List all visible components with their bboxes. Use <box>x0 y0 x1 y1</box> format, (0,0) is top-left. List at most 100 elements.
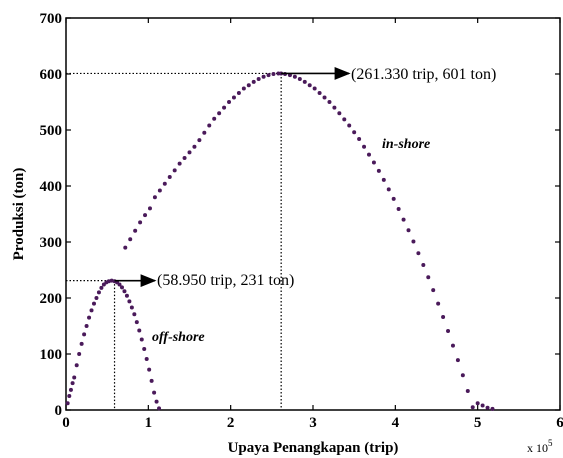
in-shore-point <box>172 168 177 173</box>
in-shore-point <box>177 161 182 166</box>
y-tick-label: 200 <box>40 291 63 307</box>
off-shore-point <box>139 337 144 342</box>
in-shore-point <box>261 74 266 79</box>
off-shore-point <box>154 399 159 404</box>
off-shore-point <box>152 390 157 395</box>
x-axis-title: Upaya Penangkapan (trip) <box>228 440 399 456</box>
off-shore-point <box>149 378 154 383</box>
in-shore-point <box>436 301 441 306</box>
in-shore-point <box>421 262 426 267</box>
in-shore-point <box>431 288 436 293</box>
in-shore-point <box>133 228 138 233</box>
off-shore-point <box>142 346 147 351</box>
in-shore-point <box>411 239 416 244</box>
off-shore-point <box>122 289 127 294</box>
y-tick-label: 500 <box>40 123 63 139</box>
in-shore-point <box>312 86 317 91</box>
in-shore-point <box>279 71 284 76</box>
off-shore-point <box>132 312 137 317</box>
in-shore-point <box>297 77 302 82</box>
off-shore-point <box>67 394 72 398</box>
x-tick-label: 1 <box>145 415 153 431</box>
in-shore-point <box>292 74 297 79</box>
x-tick-label: 3 <box>309 415 317 431</box>
y-tick-label: 300 <box>40 235 63 251</box>
guide-lines <box>66 72 282 410</box>
in-shore-point <box>147 206 152 211</box>
x-tick-label: 5 <box>474 415 482 431</box>
in-shore-point <box>455 358 460 363</box>
off-shore-point <box>84 324 89 328</box>
in-shore-point <box>302 79 307 84</box>
x-tick-label: 6 <box>556 415 563 431</box>
in-shore-point <box>416 251 421 256</box>
off-shore-point <box>99 285 104 290</box>
in-shore-point <box>366 152 371 157</box>
in-shore-point <box>227 100 232 104</box>
in-shore-point <box>327 100 332 104</box>
off-shore-point <box>68 387 73 392</box>
off-shore-point <box>124 293 129 298</box>
plot-area <box>65 17 561 411</box>
x-tick-label: 0 <box>62 415 70 431</box>
y-tick-label: 700 <box>40 11 63 27</box>
y-tick-label: 100 <box>40 347 63 363</box>
off-shore-point <box>144 357 149 362</box>
in-shore-point <box>202 130 207 135</box>
in-shore-point <box>266 73 271 78</box>
in-shore-point <box>123 245 128 250</box>
y-tick-label: 0 <box>55 403 63 419</box>
in-shore-point <box>386 187 391 192</box>
in-shore-point <box>347 123 352 128</box>
in-shore-point <box>441 315 446 320</box>
in-shore-point <box>192 144 197 149</box>
in-shore-point <box>207 123 212 128</box>
x-scale-label: x 105 <box>527 438 553 455</box>
in-shore-point <box>362 144 367 149</box>
in-shore-point <box>470 405 475 410</box>
in-shore-point <box>396 206 401 211</box>
x-tick-label: 4 <box>392 415 400 431</box>
in-shore-point <box>152 195 157 200</box>
in-shore-point <box>187 150 192 155</box>
in-shore-point <box>231 95 236 100</box>
in-shore-point <box>162 181 167 186</box>
x-axis-ticks: 0 1 2 3 4 5 6 <box>62 18 563 431</box>
off-shore-point <box>129 305 134 310</box>
in-shore-point <box>182 156 187 160</box>
in-shore-point <box>460 373 465 378</box>
off-shore-point <box>96 290 101 295</box>
x-tick-label: 2 <box>227 415 235 431</box>
off-shore-point <box>117 282 122 287</box>
in-shore-point <box>128 237 133 242</box>
off-shore-point <box>91 301 96 306</box>
off-shore-point <box>157 406 162 411</box>
data-points <box>65 71 495 411</box>
annotation-in-shore-max: (261.330 trip, 601 ton) <box>351 66 496 83</box>
off-shore-point <box>72 375 77 380</box>
in-shore-point <box>332 105 337 110</box>
in-shore-point <box>307 83 312 88</box>
in-shore-point <box>167 175 172 180</box>
series-label-in-shore: in-shore <box>382 137 430 152</box>
series-label-off-shore: off-shore <box>152 330 205 345</box>
off-shore-point <box>65 401 70 406</box>
in-shore-point <box>381 177 386 182</box>
in-shore-point <box>271 72 276 76</box>
in-shore-point <box>217 111 222 116</box>
off-shore-point <box>87 315 92 320</box>
off-shore-point <box>137 328 142 333</box>
off-shore-point <box>79 341 84 346</box>
off-shore-point <box>94 296 99 300</box>
in-shore-point <box>342 117 347 122</box>
off-shore-point <box>119 285 124 290</box>
y-tick-label: 600 <box>40 67 63 83</box>
in-shore-point <box>446 329 451 334</box>
off-shore-point <box>77 352 82 356</box>
in-shore-point <box>212 116 217 121</box>
in-shore-point <box>376 168 381 173</box>
in-shore-point <box>465 388 470 393</box>
in-shore-point <box>401 217 406 222</box>
y-axis-title: Produksi (ton) <box>11 168 27 261</box>
